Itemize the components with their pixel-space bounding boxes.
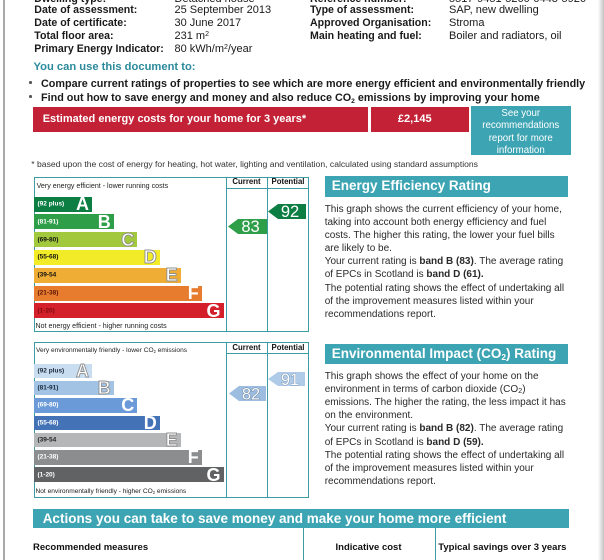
svg-text:92: 92 <box>281 203 299 221</box>
svg-text:82: 82 <box>241 385 259 403</box>
svg-text:83: 83 <box>241 218 259 236</box>
svg-text:91: 91 <box>281 371 299 389</box>
